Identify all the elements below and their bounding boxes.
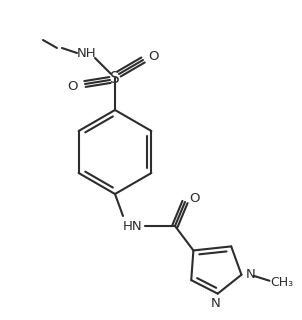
Text: HN: HN [123, 220, 143, 233]
Text: N: N [246, 268, 255, 281]
Text: CH₃: CH₃ [270, 276, 293, 289]
Text: S: S [110, 70, 120, 85]
Text: O: O [190, 191, 200, 204]
Text: N: N [211, 297, 220, 310]
Text: O: O [149, 50, 159, 62]
Text: O: O [67, 79, 77, 92]
Text: NH: NH [77, 46, 97, 60]
